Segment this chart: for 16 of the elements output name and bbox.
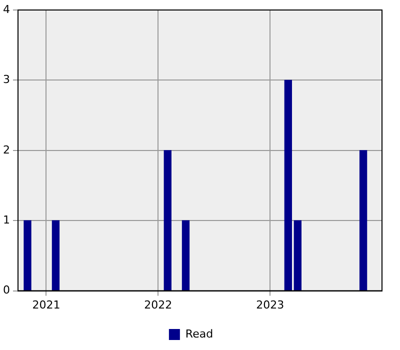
y-tick-label: 1 <box>3 213 10 226</box>
bar <box>182 220 190 291</box>
y-tick-label: 0 <box>3 284 10 297</box>
y-tick-label: 4 <box>3 2 10 16</box>
legend-label: Read <box>185 327 214 340</box>
y-tick-label: 2 <box>3 143 10 156</box>
x-tick-label: 2022 <box>144 298 172 312</box>
bar <box>24 220 32 291</box>
bar <box>284 80 292 291</box>
bar <box>294 220 302 291</box>
bar <box>164 150 172 291</box>
bar <box>52 220 60 291</box>
y-tick-label: 3 <box>3 73 10 86</box>
x-tick-label: 2021 <box>32 298 60 312</box>
bar <box>359 150 368 291</box>
x-tick-label: 2023 <box>256 298 284 312</box>
